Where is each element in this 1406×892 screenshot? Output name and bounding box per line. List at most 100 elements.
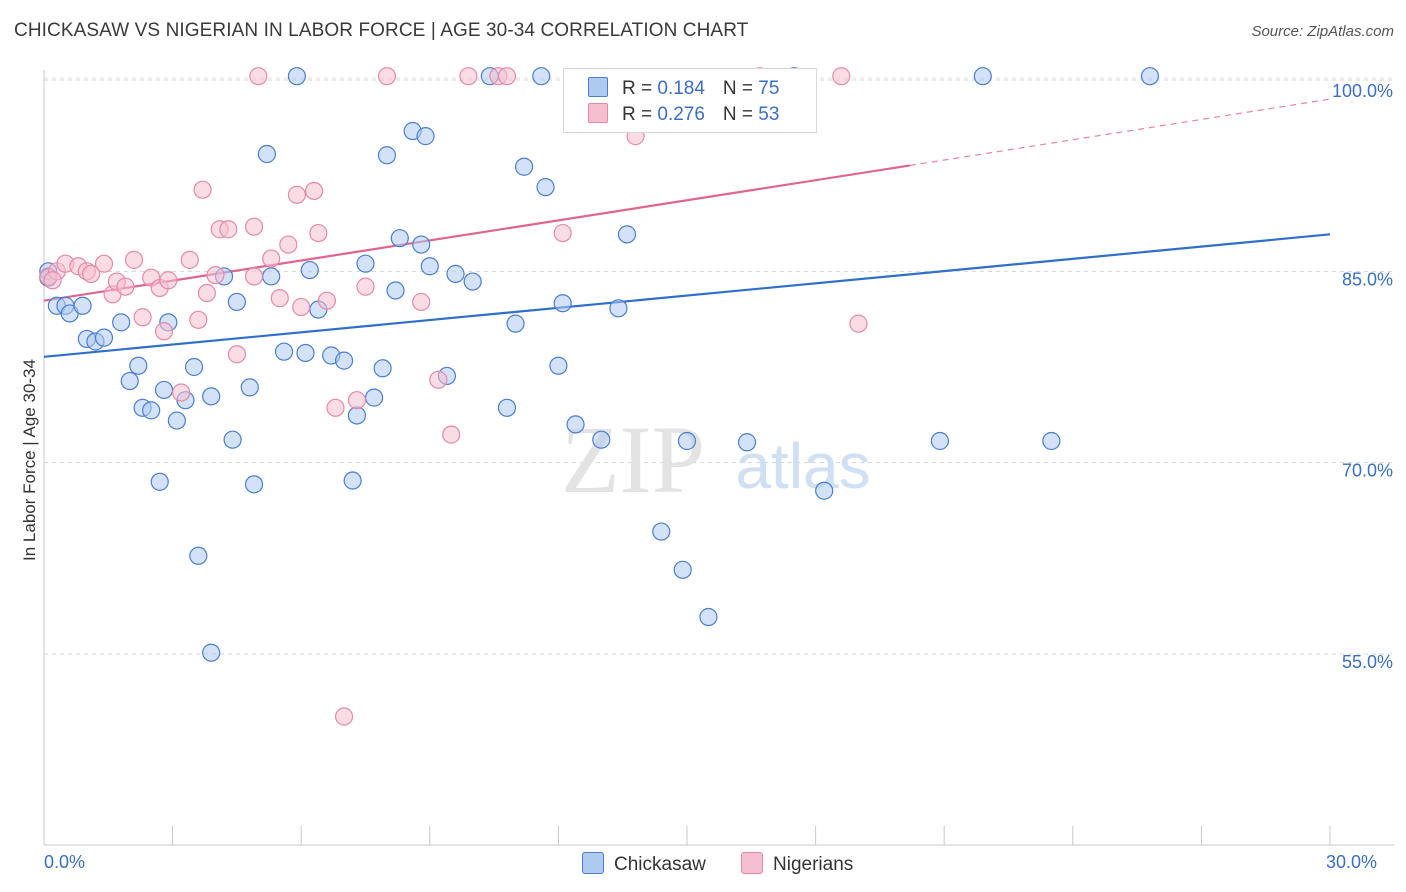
data-point-nigerians xyxy=(497,67,517,86)
trend-line-nigerians xyxy=(43,164,911,302)
data-point-chickasaw xyxy=(227,292,246,312)
data-point-chickasaw xyxy=(184,357,204,377)
chickasaw-legend-swatch xyxy=(582,852,604,874)
n-value-nigerians: 53 xyxy=(758,104,780,125)
legend-item-chickasaw: Chickasaw xyxy=(582,852,706,876)
data-point-nigerians xyxy=(832,67,851,86)
data-point-chickasaw xyxy=(1042,431,1061,451)
axis-layer xyxy=(43,70,1394,846)
data-point-chickasaw xyxy=(240,378,259,397)
data-point-nigerians xyxy=(429,370,448,389)
data-point-nigerians xyxy=(43,271,62,290)
data-point-nigerians xyxy=(180,250,199,269)
n-label: N = xyxy=(722,78,759,99)
data-point-nigerians xyxy=(227,345,246,364)
data-point-nigerians xyxy=(206,266,225,285)
data-point-nigerians xyxy=(553,223,572,243)
data-point-nigerians xyxy=(317,291,337,310)
n-value-chickasaw: 75 xyxy=(758,78,780,99)
data-point-chickasaw xyxy=(412,235,431,254)
data-point-chickasaw xyxy=(1140,67,1160,86)
data-point-chickasaw xyxy=(274,342,294,361)
data-point-chickasaw xyxy=(300,260,319,280)
data-point-chickasaw xyxy=(617,225,637,244)
data-point-chickasaw xyxy=(549,356,568,375)
grid-layer xyxy=(44,77,1394,655)
y-tick-label: 85.0% xyxy=(1342,269,1393,289)
data-point-nigerians xyxy=(356,277,375,296)
data-point-nigerians xyxy=(244,267,264,286)
data-point-nigerians xyxy=(287,185,307,204)
r-value-nigerians: 0.276 xyxy=(657,104,705,125)
data-point-nigerians xyxy=(442,425,461,444)
data-point-nigerians xyxy=(412,292,431,312)
y-tick-label: 70.0% xyxy=(1342,461,1393,481)
legend-row-nigerians: R = 0.276 N = 53 xyxy=(588,103,779,127)
data-point-chickasaw xyxy=(592,430,611,449)
y-tick-label: 55.0% xyxy=(1342,652,1393,672)
points-layer xyxy=(39,67,1160,726)
data-point-chickasaw xyxy=(223,430,242,449)
data-point-chickasaw xyxy=(73,296,92,315)
data-point-chickasaw xyxy=(364,388,384,407)
data-point-nigerians xyxy=(377,67,397,86)
data-point-chickasaw xyxy=(373,359,392,378)
data-point-nigerians xyxy=(193,180,212,199)
data-point-chickasaw xyxy=(129,356,148,375)
data-point-chickasaw xyxy=(167,411,186,430)
data-point-chickasaw xyxy=(699,607,718,627)
data-point-chickasaw xyxy=(566,415,585,434)
data-point-chickasaw xyxy=(262,267,281,286)
legend-item-nigerians: Nigerians xyxy=(741,852,853,876)
data-point-chickasaw xyxy=(536,178,555,197)
data-point-chickasaw xyxy=(815,481,834,500)
data-point-chickasaw xyxy=(532,67,551,86)
chickasaw-swatch xyxy=(588,77,608,97)
data-point-chickasaw xyxy=(446,264,465,283)
data-point-chickasaw xyxy=(377,146,397,165)
data-point-chickasaw xyxy=(189,546,208,565)
data-point-nigerians xyxy=(326,398,345,417)
data-point-chickasaw xyxy=(120,371,139,391)
data-point-chickasaw xyxy=(150,472,169,491)
data-point-nigerians xyxy=(82,264,101,283)
data-point-chickasaw xyxy=(296,343,315,363)
data-point-chickasaw xyxy=(386,281,405,300)
data-point-nigerians xyxy=(124,250,144,269)
data-point-nigerians xyxy=(334,707,354,726)
data-point-nigerians xyxy=(244,217,264,236)
data-point-chickasaw xyxy=(142,401,161,420)
data-point-chickasaw xyxy=(673,560,692,579)
data-point-chickasaw xyxy=(202,643,221,662)
data-point-chickasaw xyxy=(973,67,992,86)
y-tick-labels: 55.0% 70.0% 85.0% 100.0% xyxy=(1332,81,1393,672)
data-point-chickasaw xyxy=(553,294,572,313)
n-label: N = xyxy=(722,104,759,125)
data-point-nigerians xyxy=(172,383,191,402)
trend-line-extension-nigerians xyxy=(909,98,1331,167)
data-point-chickasaw xyxy=(497,398,517,417)
data-point-chickasaw xyxy=(356,254,375,273)
data-point-nigerians xyxy=(262,249,281,268)
source-credit: Source: ZipAtlas.com xyxy=(1251,23,1394,40)
data-point-nigerians xyxy=(347,391,367,410)
data-point-nigerians xyxy=(154,322,174,341)
data-point-chickasaw xyxy=(515,157,534,176)
chart-title: CHICKASAW VS NIGERIAN IN LABOR FORCE | A… xyxy=(14,20,749,41)
data-point-chickasaw xyxy=(652,522,671,541)
y-tick-label: 100.0% xyxy=(1332,81,1393,101)
data-point-chickasaw xyxy=(390,229,409,248)
data-point-chickasaw xyxy=(506,314,525,333)
data-point-chickasaw xyxy=(112,313,131,332)
data-point-chickasaw xyxy=(677,431,697,451)
watermark: ZIP atlas xyxy=(561,406,871,513)
data-point-nigerians xyxy=(133,308,152,327)
x-tick-label-min: 0.0% xyxy=(44,852,86,872)
data-point-nigerians xyxy=(270,289,289,308)
data-point-chickasaw xyxy=(244,475,264,494)
correlation-legend: R = 0.184 N = 75 R = 0.276 N = 53 xyxy=(563,68,817,133)
data-point-nigerians xyxy=(94,254,114,273)
trend-layer xyxy=(43,98,1331,358)
data-point-chickasaw xyxy=(463,272,482,291)
data-point-chickasaw xyxy=(334,351,354,370)
